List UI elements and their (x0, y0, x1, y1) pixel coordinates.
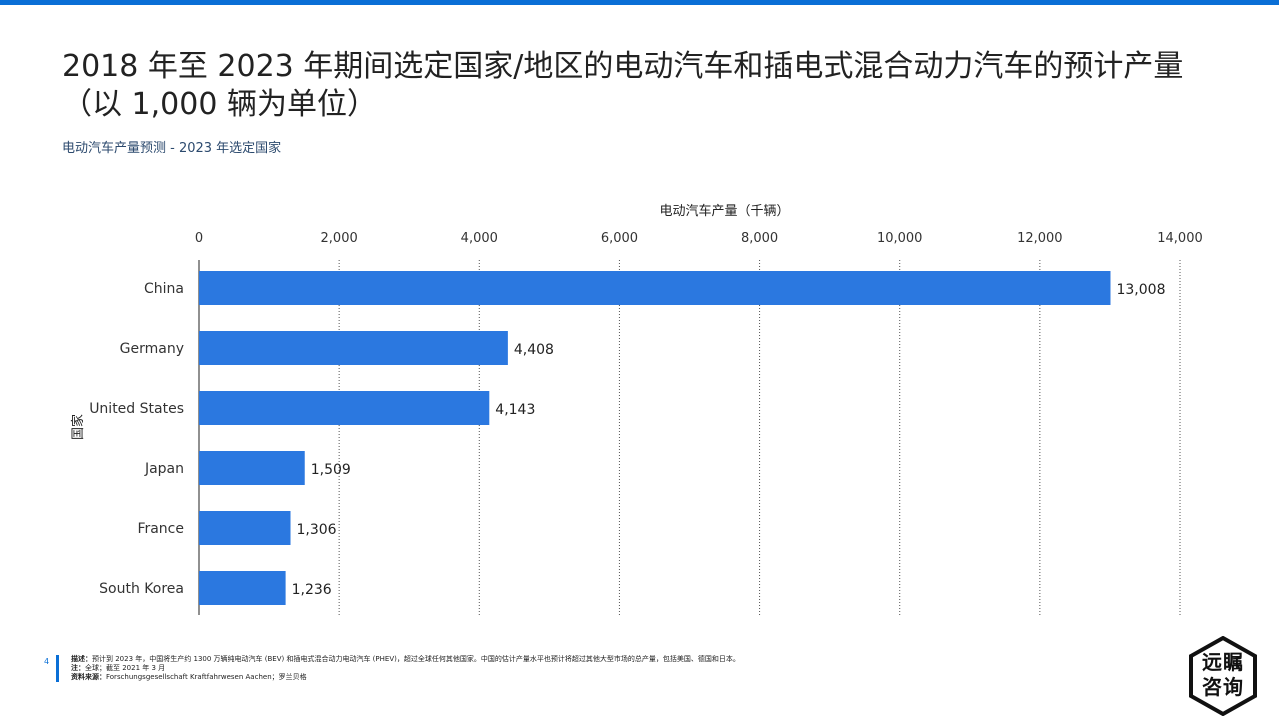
note-text: 全球；截至 2021 年 3 月 (85, 664, 166, 672)
x-tick-label: 12,000 (1017, 231, 1063, 246)
logo-line2: 咨询 (1202, 675, 1244, 699)
data-label: 4,143 (495, 402, 535, 418)
x-tick-label: 14,000 (1157, 231, 1203, 246)
category-label: Germany (120, 341, 184, 357)
y-axis-title: 国家 (70, 414, 86, 440)
data-label: 4,408 (514, 342, 554, 358)
source-text: Forschungsgesellschaft Kraftfahrwesen Aa… (106, 673, 307, 681)
logo-line1: 远瞩 (1202, 650, 1244, 674)
description-text: 预计到 2023 年，中国将生产约 1300 万辆纯电动汽车 (BEV) 和插电… (92, 655, 740, 663)
bar (199, 391, 490, 425)
top-accent-rule (0, 0, 1279, 5)
logo-text: 远瞩 咨询 (1188, 650, 1258, 700)
x-axis-ticks: 0 2,000 4,000 6,000 8,000 10,000 12,000 14,000 (195, 231, 1203, 246)
page-number: 4 (44, 657, 50, 666)
gridlines (338, 260, 1181, 615)
footer-source: 资料来源：Forschungsgesellschaft Kraftfahrwes… (71, 673, 740, 682)
x-tick-label: 8,000 (741, 231, 778, 246)
x-tick-label: 4,000 (461, 231, 498, 246)
data-label: 1,509 (311, 462, 351, 478)
bar (199, 571, 286, 605)
x-tick-label: 2,000 (321, 231, 358, 246)
data-label: 13,008 (1116, 282, 1165, 298)
footer-description: 描述：预计到 2023 年，中国将生产约 1300 万辆纯电动汽车 (BEV) … (71, 655, 740, 664)
description-key: 描述： (71, 655, 92, 663)
brand-logo: 远瞩 咨询 (1188, 635, 1258, 717)
bars: China 13,008 Germany 4,408 United States 4,14… (89, 271, 1165, 605)
footer-note: 注：全球；截至 2021 年 3 月 (71, 664, 740, 673)
category-label: South Korea (99, 581, 184, 597)
category-label: France (137, 521, 184, 537)
note-key: 注： (71, 664, 85, 672)
logo-hexagon-icon (1189, 635, 1257, 717)
x-axis-title: 电动汽车产量（千辆） (659, 203, 789, 219)
category-label: United States (89, 401, 184, 417)
bar (199, 511, 291, 545)
bar (199, 271, 1111, 305)
page-title: 2018 年至 2023 年期间选定国家/地区的电动汽车和插电式混合动力汽车的预… (62, 49, 1184, 122)
page-subtitle: 电动汽车产量预测 - 2023 年选定国家 (62, 141, 282, 156)
category-label: Japan (144, 461, 184, 477)
source-key: 资料来源： (71, 673, 106, 681)
bar (199, 331, 508, 365)
category-label: China (144, 281, 184, 297)
bar (199, 451, 305, 485)
data-label: 1,306 (297, 522, 337, 538)
x-tick-label: 6,000 (601, 231, 638, 246)
x-tick-label: 0 (195, 231, 203, 246)
bar-chart: 电动汽车产量（千辆） 0 2,000 4,000 6,000 8,000 10,000 12… (70, 203, 1203, 615)
x-tick-label: 10,000 (877, 231, 923, 246)
footer-notes: 描述：预计到 2023 年，中国将生产约 1300 万辆纯电动汽车 (BEV) … (56, 655, 740, 682)
data-label: 1,236 (292, 582, 332, 598)
